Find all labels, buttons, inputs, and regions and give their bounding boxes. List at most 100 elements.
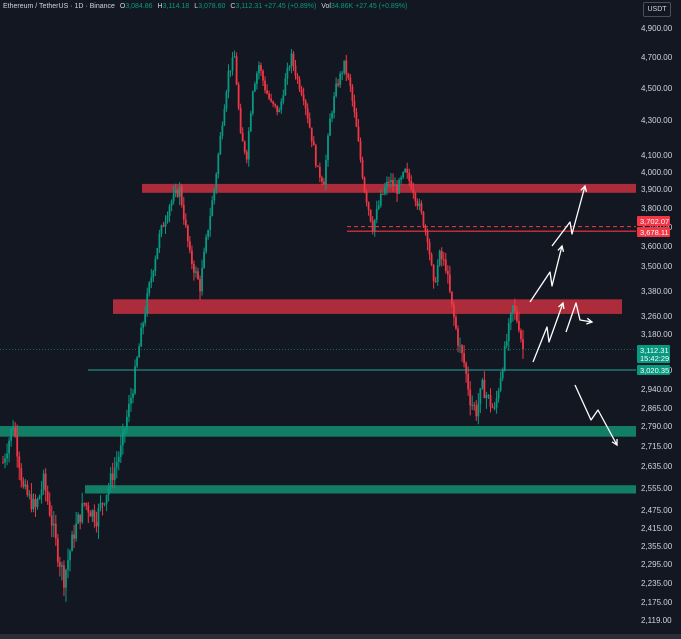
candle-body: [40, 489, 43, 496]
candle-body: [444, 259, 447, 272]
candle-body: [229, 70, 232, 72]
y-tick-label: 2,940.00: [641, 385, 673, 394]
candle-body: [188, 241, 191, 251]
y-tick-label: 2,715.00: [641, 442, 673, 451]
y-tick-label: 4,900.00: [641, 24, 673, 33]
candle-body: [503, 345, 506, 370]
currency-button[interactable]: USDT: [643, 2, 671, 17]
price-tag: [637, 365, 670, 375]
candle-body: [48, 501, 51, 516]
candle-body: [262, 70, 264, 81]
candle-body: [162, 225, 165, 227]
candle-body: [235, 56, 238, 85]
candle-body: [132, 393, 134, 398]
candle-body: [318, 166, 321, 178]
candle-body: [473, 404, 476, 406]
candle-body: [24, 484, 27, 487]
candle-body: [455, 317, 457, 329]
candle-body: [156, 248, 159, 259]
candle-body: [414, 193, 417, 202]
candle-body: [493, 407, 496, 409]
candle-body: [329, 118, 331, 136]
volume-value: 34.86K: [330, 3, 354, 10]
candle-body: [392, 180, 394, 186]
candle-body: [292, 53, 295, 66]
support-zone: [85, 485, 636, 494]
candle-body: [30, 494, 33, 510]
candle-body: [223, 108, 226, 126]
candle-body: [442, 259, 445, 261]
candle-body: [211, 200, 214, 217]
candle-body: [111, 473, 114, 481]
candle-body: [95, 522, 98, 527]
candle-body: [412, 188, 415, 194]
candle-body: [379, 193, 382, 206]
candle-body: [448, 274, 451, 292]
symbol-title[interactable]: Ethereum / TetherUS · 1D · Binance: [3, 3, 115, 10]
candle-body: [353, 100, 356, 113]
resistance-zone: [142, 183, 636, 193]
candle-body: [402, 171, 405, 178]
candle-body: [148, 282, 151, 294]
candle-body: [373, 219, 376, 232]
y-tick-label: 3,500.00: [641, 262, 673, 271]
candle-body: [426, 230, 429, 243]
candle-body: [99, 503, 102, 508]
candle-body: [260, 65, 262, 71]
candle-body: [453, 304, 455, 318]
candle-body: [245, 151, 248, 160]
y-tick-label: 2,175.00: [641, 598, 673, 607]
candle-body: [351, 86, 354, 101]
candle-body: [79, 514, 82, 523]
candle-body: [126, 416, 128, 429]
candle-body: [221, 125, 224, 136]
candle-body: [22, 480, 25, 487]
candle-body: [471, 404, 474, 406]
candle-body: [10, 428, 13, 441]
candle-body: [268, 93, 270, 99]
candle-body: [251, 91, 254, 114]
candle-body: [20, 468, 23, 481]
price-tag-label: 3,020.35: [640, 366, 669, 375]
candle-body: [296, 75, 299, 80]
candle-body: [237, 84, 240, 109]
candle-body: [520, 330, 522, 340]
candle-body: [142, 323, 145, 328]
candle-body: [12, 427, 15, 429]
candle-body: [46, 491, 49, 502]
bear-arrow: [574, 384, 618, 446]
candle-body: [113, 467, 116, 481]
candle-body: [14, 427, 17, 436]
candle-body: [182, 204, 185, 220]
candle-body: [339, 73, 342, 86]
candle-body: [428, 242, 431, 255]
price-tag: [637, 216, 670, 226]
y-tick-label: 4,000.00: [641, 168, 673, 177]
candle-body: [438, 250, 441, 266]
candle-body: [138, 346, 140, 358]
bull-arrow-1-head: [557, 244, 565, 252]
candle-body: [343, 60, 346, 73]
candle-body: [349, 77, 352, 87]
candle-body: [205, 236, 208, 252]
candle-body: [180, 186, 183, 205]
y-tick-label: 3,380.00: [641, 287, 673, 296]
candle-body: [231, 57, 234, 71]
y-tick-label: 2,119.00: [641, 616, 672, 625]
y-tick-label: 3,900.00: [641, 185, 673, 194]
volume-label: Vol: [321, 3, 331, 10]
candle-body: [130, 397, 132, 404]
candle-body: [432, 264, 435, 281]
candle-body: [243, 141, 246, 152]
y-tick-label: 4,500.00: [641, 84, 673, 93]
candle-body: [258, 65, 260, 74]
y-tick-label: 2,475.00: [641, 506, 673, 515]
candle-body: [497, 390, 500, 399]
candle-body: [424, 226, 427, 231]
high-value: 3,114.18: [162, 3, 190, 10]
y-tick-label: 2,235.00: [641, 579, 673, 588]
candle-body: [71, 534, 73, 552]
price-tag-countdown: 15:42:29: [640, 354, 669, 363]
